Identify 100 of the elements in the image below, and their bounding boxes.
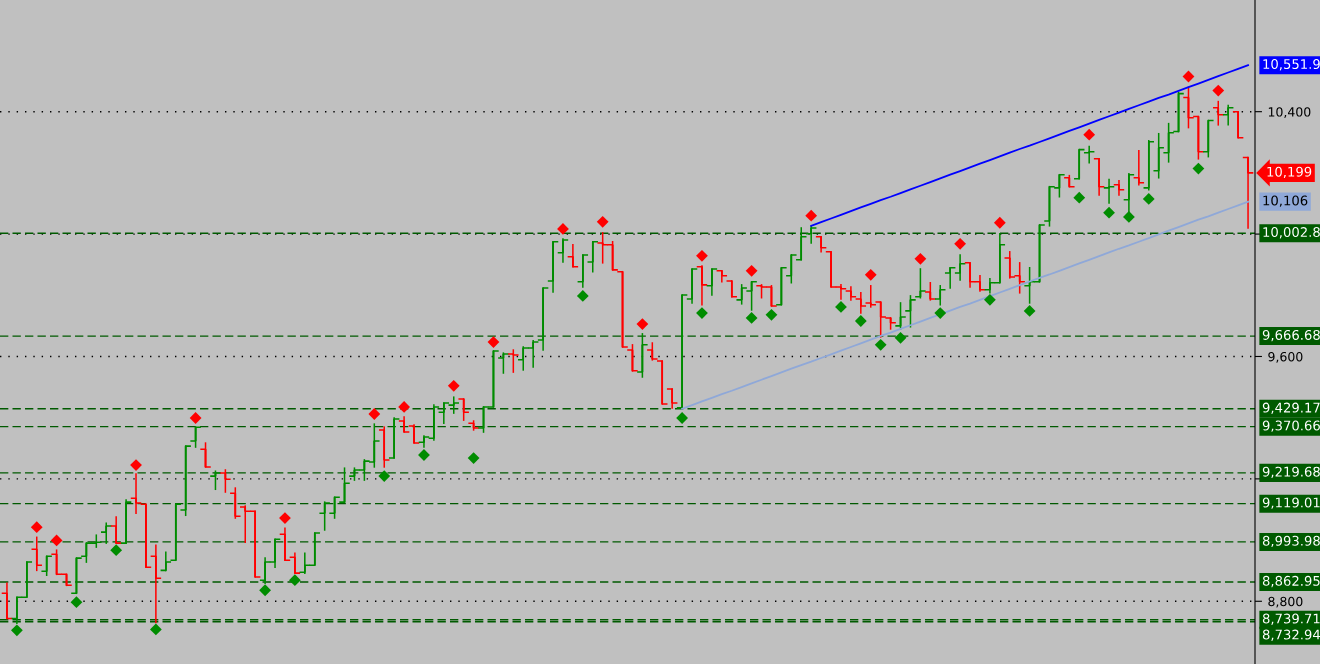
- point: [1083, 128, 1096, 141]
- candlestick: [1, 582, 13, 620]
- ref-line-label: 9,666.68: [1262, 329, 1320, 342]
- candlestick: [676, 294, 688, 410]
- candlestick: [279, 527, 291, 562]
- candlestick: [567, 244, 579, 268]
- candlestick: [438, 402, 450, 424]
- candlestick: [120, 499, 132, 544]
- candlestick: [408, 424, 420, 444]
- candlestick: [1083, 145, 1095, 164]
- y-tick-label: 10,400: [1268, 107, 1311, 118]
- candlestick: [706, 268, 718, 296]
- candlestick: [696, 265, 708, 306]
- point: [467, 452, 480, 464]
- point: [30, 521, 43, 534]
- point: [110, 544, 123, 557]
- legend-label: 8,732.94: [1262, 629, 1320, 641]
- point: [934, 307, 947, 319]
- candlestick: [508, 349, 519, 373]
- data-label: 10,106: [1263, 195, 1308, 207]
- point: [954, 237, 967, 250]
- point: [576, 290, 589, 302]
- point: [189, 412, 202, 424]
- candlestick: [855, 292, 867, 314]
- point: [1023, 304, 1036, 317]
- candlestick: [398, 416, 410, 433]
- y-tick-label: 9,600: [1268, 351, 1303, 363]
- candlestick: [289, 552, 301, 574]
- candlestick: [547, 240, 559, 293]
- point: [894, 331, 907, 344]
- candlestick: [448, 396, 459, 414]
- point: [745, 312, 758, 324]
- point: [557, 222, 569, 235]
- candlestick: [666, 388, 678, 409]
- ref-line-label: 9,119.01: [1262, 497, 1320, 509]
- point: [596, 215, 609, 228]
- candlestick: [796, 227, 807, 261]
- candlestick: [130, 473, 142, 514]
- ref-line-label: 8,739.71: [1262, 613, 1320, 625]
- candlestick: [895, 302, 906, 330]
- candlestick: [1093, 158, 1105, 196]
- line-series: [810, 64, 1249, 227]
- point: [149, 623, 162, 636]
- y-tick-label: 8,800: [1268, 596, 1303, 608]
- point: [1073, 191, 1086, 204]
- point: [1123, 211, 1135, 223]
- point: [993, 216, 1006, 229]
- point: [1212, 84, 1225, 97]
- point: [914, 252, 927, 265]
- point: [696, 249, 708, 262]
- ref-line-label: 8,993.98: [1262, 535, 1320, 548]
- candlestick: [140, 503, 152, 569]
- candlestick: [160, 551, 172, 572]
- candlestick: [944, 266, 956, 289]
- candlestick: [1213, 100, 1224, 126]
- candlestick: [220, 469, 231, 493]
- candlestick: [637, 333, 648, 378]
- candlestick: [1153, 132, 1164, 179]
- candlestick: [1133, 150, 1145, 186]
- candlestick: [577, 254, 589, 288]
- point: [676, 412, 688, 424]
- candlestick: [31, 536, 42, 572]
- point: [130, 459, 142, 471]
- point: [487, 336, 500, 348]
- candlestick: [845, 286, 857, 301]
- point: [1142, 193, 1155, 205]
- point: [288, 574, 301, 587]
- ref-line-label: 8,862.95: [1262, 575, 1320, 588]
- candlestick: [110, 516, 122, 544]
- point: [835, 301, 847, 313]
- candlestick: [716, 270, 728, 283]
- point: [378, 470, 391, 483]
- ref-line-label: 9,219.68: [1262, 466, 1320, 479]
- candlestick: [1074, 148, 1085, 180]
- ref-line-label: 9,370.66: [1262, 420, 1320, 432]
- point: [984, 293, 996, 306]
- candlestick: [150, 544, 162, 624]
- point: [864, 268, 877, 281]
- candlestick: [686, 268, 698, 304]
- candlestick: [557, 238, 569, 263]
- point: [1192, 162, 1205, 175]
- candlestick: [101, 522, 112, 544]
- point: [805, 209, 818, 222]
- point: [745, 264, 758, 277]
- candlestick: [1103, 178, 1115, 204]
- ref-line-label: 9,429.17: [1262, 402, 1320, 414]
- point: [1103, 206, 1115, 219]
- ref-line-label: 10,002.8: [1263, 227, 1320, 239]
- candlestick: [1242, 156, 1254, 229]
- text: 10,199: [1267, 166, 1312, 179]
- point: [10, 624, 23, 637]
- point: [447, 379, 460, 392]
- data-label: 10,551.9: [1263, 59, 1320, 71]
- point: [70, 596, 83, 609]
- candlestick: [1232, 110, 1244, 139]
- point: [854, 315, 867, 327]
- candlestick: [1113, 180, 1125, 196]
- candlestick: [815, 236, 827, 253]
- point: [874, 338, 887, 351]
- candlestick: [1222, 104, 1234, 126]
